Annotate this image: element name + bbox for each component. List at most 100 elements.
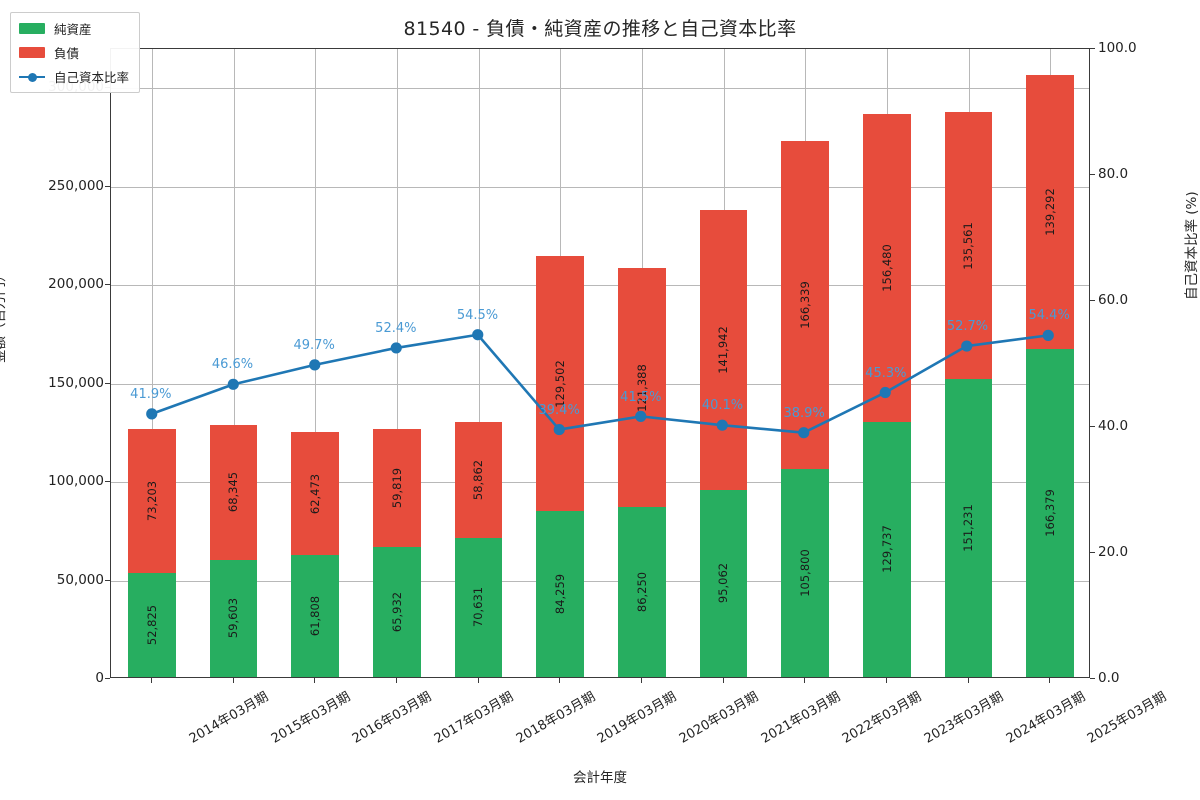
y-tick-label-right: 40.0 — [1098, 418, 1129, 434]
line-data-point[interactable] — [309, 359, 321, 371]
line-point-label: 49.7% — [293, 337, 335, 353]
bar-segment-liabilities[interactable]: 166,339 — [781, 141, 829, 469]
line-data-point[interactable] — [390, 342, 402, 354]
y-tick-label-left: 250,000 — [48, 177, 104, 194]
y-tick-mark-right — [1090, 426, 1095, 427]
line-data-point[interactable] — [716, 419, 728, 431]
stacked-bar[interactable]: 95,062 141,942 — [699, 210, 748, 677]
gridline-horizontal — [111, 482, 1089, 484]
y-tick-label-left: 200,000 — [48, 276, 104, 293]
gridline-vertical — [396, 49, 398, 677]
bar-segment-liabilities[interactable]: 141,942 — [699, 210, 748, 490]
bar-segment-liabilities[interactable]: 156,480 — [863, 113, 911, 422]
bar-segment-net-assets[interactable]: 61,808 — [291, 555, 339, 677]
legend-item-label: 負債 — [54, 46, 80, 61]
y-tick-mark-right — [1090, 174, 1095, 175]
x-tick-label: 2016年03月期 — [350, 689, 435, 747]
line-point-label: 54.5% — [456, 307, 499, 323]
y-tick-mark-left — [105, 579, 110, 581]
bar-segment-liabilities[interactable]: 59,819 — [373, 429, 421, 548]
line-point-label: 54.4% — [1028, 308, 1070, 324]
stacked-bar[interactable]: 65,932 59,819 — [373, 429, 421, 677]
x-tick-mark — [150, 678, 152, 683]
stacked-bar[interactable]: 70,631 58,862 — [454, 422, 503, 677]
line-point-label: 41.5% — [620, 389, 662, 405]
bar-segment-net-assets[interactable]: 65,932 — [373, 547, 421, 677]
y-tick-mark-right — [1090, 678, 1095, 679]
x-tick-label: 2015年03月期 — [268, 689, 353, 747]
bar-segment-net-assets[interactable]: 151,231 — [944, 379, 993, 677]
bar-segment-liabilities[interactable]: 139,292 — [1026, 75, 1074, 350]
line-point-label: 38.9% — [783, 405, 825, 421]
line-data-point[interactable] — [553, 423, 565, 436]
bar-segment-net-assets[interactable]: 166,379 — [1026, 349, 1074, 677]
chart-title: 81540 - 負債・純資産の推移と自己資本比率 — [403, 18, 797, 40]
x-tick-mark — [559, 678, 561, 683]
line-data-point[interactable] — [1042, 329, 1054, 341]
legend-item-label: 自己資本比率 — [54, 70, 130, 85]
y-tick-label-right: 60.0 — [1098, 292, 1129, 308]
legend-item-2[interactable]: 自己資本比率 — [19, 67, 129, 86]
gridline-horizontal — [111, 88, 1089, 90]
line-point-label: 39.4% — [538, 402, 580, 418]
y-tick-mark-left — [105, 481, 110, 483]
legend-line-marker — [19, 71, 45, 82]
stacked-bar[interactable]: 84,259 129,502 — [536, 256, 584, 677]
line-data-point[interactable] — [227, 378, 239, 390]
line-point-label: 40.1% — [701, 398, 744, 414]
bar-segment-net-assets[interactable]: 84,259 — [536, 511, 584, 677]
bar-segment-net-assets[interactable]: 95,062 — [699, 489, 748, 677]
bar-segment-liabilities[interactable]: 68,345 — [209, 425, 258, 560]
x-tick-label: 2024年03月期 — [1003, 689, 1088, 747]
x-tick-mark — [232, 678, 234, 683]
legend-item-0[interactable]: 純資産 — [19, 19, 129, 38]
legend-item-1[interactable]: 負債 — [19, 43, 129, 62]
x-axis-label: 会計年度 — [573, 770, 627, 786]
line-data-point[interactable] — [798, 427, 810, 439]
stacked-bar[interactable]: 86,250 121,388 — [618, 268, 666, 677]
bar-segment-net-assets[interactable]: 86,250 — [618, 507, 666, 677]
stacked-bar[interactable]: 52,825 73,203 — [128, 428, 176, 677]
y-tick-mark-right — [1090, 552, 1095, 553]
x-tick-mark — [314, 678, 316, 683]
y-tick-label-right: 0.0 — [1098, 670, 1120, 686]
x-tick-mark — [722, 678, 724, 683]
x-tick-label: 2023年03月期 — [921, 689, 1006, 747]
bar-segment-liabilities[interactable]: 73,203 — [128, 428, 176, 574]
y-tick-mark-left — [105, 678, 110, 679]
bar-segment-net-assets[interactable]: 59,603 — [209, 559, 258, 677]
stacked-bar[interactable]: 61,808 62,473 — [291, 432, 339, 677]
bar-segment-liabilities[interactable]: 121,388 — [618, 268, 666, 508]
line-data-point[interactable] — [879, 386, 891, 399]
stacked-bar[interactable]: 59,603 68,345 — [209, 425, 258, 677]
stacked-bar[interactable]: 129,737 156,480 — [863, 113, 911, 677]
line-data-point[interactable] — [961, 340, 973, 352]
legend-swatch — [19, 23, 45, 34]
x-tick-mark — [804, 678, 806, 683]
bar-segment-net-assets[interactable]: 52,825 — [128, 573, 176, 677]
bar-segment-liabilities[interactable]: 62,473 — [291, 432, 339, 556]
y-tick-label-left: 150,000 — [48, 374, 104, 391]
line-data-point[interactable] — [472, 329, 484, 341]
line-data-point[interactable] — [635, 410, 647, 422]
bar-segment-liabilities[interactable]: 58,862 — [454, 422, 503, 538]
y-tick-label-left: 100,000 — [48, 473, 104, 490]
stacked-bar[interactable]: 166,379 139,292 — [1026, 75, 1074, 677]
y-tick-mark-right — [1090, 48, 1095, 49]
y-tick-label-left: 0 — [95, 670, 104, 686]
x-tick-mark — [885, 678, 887, 683]
bar-segment-net-assets[interactable]: 129,737 — [863, 421, 911, 677]
equity-ratio-line — [150, 333, 1050, 435]
bar-segment-net-assets[interactable]: 70,631 — [454, 537, 503, 677]
x-tick-mark — [967, 678, 969, 683]
line-data-point[interactable] — [146, 408, 158, 420]
line-point-label: 52.4% — [375, 320, 417, 336]
chart-legend[interactable]: 純資産負債自己資本比率 — [10, 12, 141, 93]
stacked-bar[interactable]: 151,231 135,561 — [944, 112, 993, 677]
x-tick-label: 2019年03月期 — [595, 689, 680, 747]
bar-segment-liabilities[interactable]: 129,502 — [536, 256, 584, 512]
y-tick-mark-left — [105, 185, 110, 187]
stacked-bar[interactable]: 105,800 166,339 — [781, 141, 829, 677]
bar-segment-liabilities[interactable]: 135,561 — [944, 112, 993, 380]
bar-segment-net-assets[interactable]: 105,800 — [781, 468, 829, 677]
